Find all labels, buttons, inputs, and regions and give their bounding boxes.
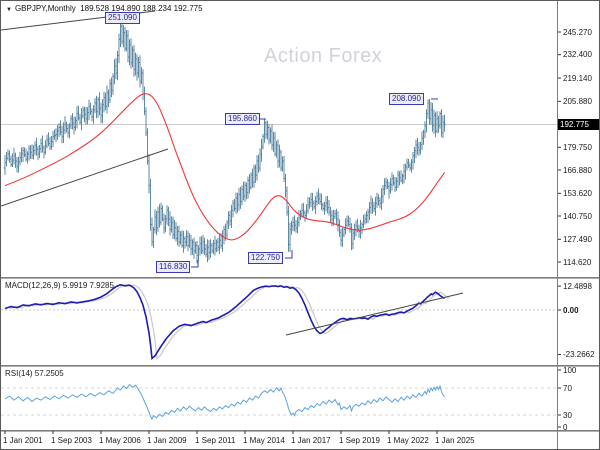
rsi-axis-tick: 30: [563, 410, 572, 420]
price-tag-251-090[interactable]: 251.090: [105, 12, 140, 24]
time-axis-label: 1 Jan 2017: [291, 436, 331, 445]
time-axis-label: 1 May 2022: [387, 436, 429, 445]
quote-high: 194.890: [111, 4, 141, 13]
time-axis-label: 1 Sep 2003: [51, 436, 92, 445]
symbol-dropdown-icon[interactable]: ▼: [6, 7, 12, 13]
watermark: Action Forex: [264, 45, 383, 67]
macd-axis-tick: 0.00: [563, 305, 579, 315]
price-axis-tick: 127.490: [563, 234, 592, 244]
macd-axis-tick: 12.4898: [563, 281, 592, 291]
price-axis-tick: 140.750: [563, 211, 592, 221]
time-axis-label: 1 May 2014: [243, 436, 285, 445]
time-axis-label: 1 May 2006: [99, 436, 141, 445]
price-tag-116-830[interactable]: 116.830: [156, 261, 191, 273]
current-price-tag: 192.775: [558, 118, 599, 130]
symbol-title: GBPJPY,Monthly: [14, 4, 76, 13]
time-axis-label: 1 Sep 2019: [339, 436, 380, 445]
time-axis-label: 1 Jan 2009: [147, 436, 187, 445]
price-axis-tick: 219.140: [563, 73, 592, 83]
quote-close: 192.775: [173, 4, 203, 13]
rsi-axis-tick: 70: [563, 383, 572, 393]
price-tag-208-090[interactable]: 208.090: [389, 93, 424, 105]
chart-header: ▼ GBPJPY,Monthly 189.528 194.890 188.234 …: [6, 4, 203, 13]
price-axis-tick: 114.620: [563, 257, 592, 267]
rsi-axis-tick: 0: [563, 422, 568, 432]
time-axis-label: 1 Jan 2025: [435, 436, 475, 445]
macd-indicator-label: MACD(12,26,9) 5.9919 7.9285: [5, 281, 114, 290]
macd-axis-tick: -23.2662: [563, 350, 595, 359]
price-axis-tick: 153.620: [563, 188, 592, 198]
price-axis-tick: 166.880: [563, 165, 592, 175]
rsi-axis-tick: 100: [563, 365, 577, 375]
price-axis-tick: 245.270: [563, 27, 592, 37]
time-axis-label: 1 Jan 2001: [3, 436, 43, 445]
price-tag-195-860[interactable]: 195.860: [225, 113, 260, 125]
price-axis-tick: 205.880: [563, 96, 592, 106]
time-axis-label: 1 Sep 2011: [195, 436, 236, 445]
price-axis-tick: 179.750: [563, 142, 592, 152]
price-axis-tick: 232.400: [563, 50, 592, 60]
quote-low: 188.234: [142, 4, 172, 13]
price-tag-122-750[interactable]: 122.750: [248, 252, 283, 264]
quote-open: 189.528: [80, 4, 110, 13]
rsi-indicator-label: RSI(14) 57.2505: [5, 369, 64, 378]
